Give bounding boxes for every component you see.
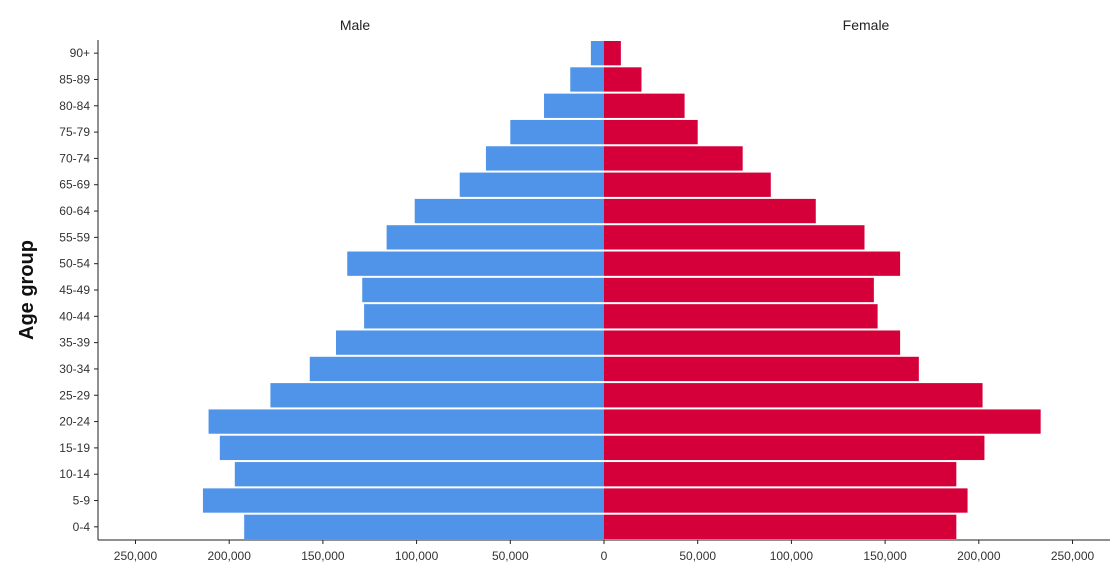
bar-female-50-54: [604, 251, 901, 276]
bar-male-35-39: [336, 330, 604, 355]
y-tick-label: 20-24: [59, 415, 90, 429]
bar-male-0-4: [244, 514, 604, 539]
bar-female-5-9: [604, 488, 968, 513]
y-tick-label: 65-69: [59, 178, 90, 192]
x-tick-label: 50,000: [679, 549, 716, 563]
x-tick-label: 150,000: [863, 549, 907, 563]
y-tick-label: 5-9: [73, 494, 91, 508]
y-tick-label: 15-19: [59, 441, 90, 455]
bar-female-85-89: [604, 67, 642, 92]
y-tick-label: 30-34: [59, 362, 90, 376]
x-tick-label: 150,000: [301, 549, 345, 563]
bar-female-90+: [604, 41, 621, 66]
x-tick-label: 100,000: [395, 549, 439, 563]
bar-male-70-74: [485, 146, 604, 171]
bar-male-25-29: [270, 383, 604, 408]
y-tick-label: 85-89: [59, 72, 90, 86]
bar-male-30-34: [309, 356, 604, 382]
y-tick-label: 75-79: [59, 125, 90, 139]
plot-area: 0-4 5-9 10-14 15-19 20-24 25-29 30-34 35-39 40-4…: [59, 40, 1110, 563]
bar-female-60-64: [604, 198, 816, 224]
bar-male-60-64: [414, 198, 604, 224]
bar-female-30-34: [604, 356, 919, 382]
y-tick-label: 45-49: [59, 283, 90, 297]
bar-male-75-79: [510, 119, 604, 145]
bar-male-85-89: [570, 67, 604, 92]
y-tick-label: 90+: [70, 46, 90, 60]
y-tick-label: 25-29: [59, 388, 90, 402]
bar-male-80-84: [544, 93, 604, 118]
x-tick-label: 0: [601, 549, 608, 563]
x-tick-label: 250,000: [1051, 549, 1095, 563]
bar-male-50-54: [347, 251, 604, 276]
bar-female-55-59: [604, 225, 865, 250]
bar-female-80-84: [604, 93, 685, 118]
bar-female-15-19: [604, 435, 985, 461]
bar-female-45-49: [604, 277, 874, 303]
y-tick-label: 10-14: [59, 467, 90, 481]
bar-female-20-24: [604, 409, 1041, 434]
bar-male-40-44: [364, 304, 604, 329]
y-tick-label: 40-44: [59, 309, 90, 323]
x-tick-label: 100,000: [770, 549, 814, 563]
y-tick-label: 60-64: [59, 204, 90, 218]
bar-female-65-69: [604, 172, 771, 197]
bar-female-0-4: [604, 514, 957, 539]
bar-female-75-79: [604, 119, 698, 145]
y-tick-label: 0-4: [73, 520, 91, 534]
bar-female-40-44: [604, 304, 878, 329]
y-tick-label: 70-74: [59, 151, 90, 165]
bar-male-90+: [590, 41, 604, 66]
bar-male-5-9: [202, 488, 604, 513]
y-tick-label: 80-84: [59, 99, 90, 113]
bar-male-55-59: [386, 225, 604, 250]
bar-male-65-69: [459, 172, 604, 197]
x-tick-label: 50,000: [492, 549, 529, 563]
y-tick-label: 35-39: [59, 336, 90, 350]
x-tick-label: 250,000: [114, 549, 158, 563]
panel-title-female: Female: [843, 17, 890, 33]
bar-male-45-49: [362, 277, 604, 303]
bar-female-70-74: [604, 146, 743, 171]
bar-female-25-29: [604, 383, 983, 408]
bar-female-35-39: [604, 330, 901, 355]
bar-male-20-24: [208, 409, 604, 434]
bar-male-10-14: [234, 462, 604, 487]
panel-title-male: Male: [340, 17, 371, 33]
y-tick-label: 55-59: [59, 230, 90, 244]
bar-male-15-19: [219, 435, 604, 461]
y-axis-label: Age group: [16, 240, 38, 340]
x-tick-label: 200,000: [957, 549, 1001, 563]
y-tick-label: 50-54: [59, 257, 90, 271]
bar-female-10-14: [604, 462, 957, 487]
x-tick-label: 200,000: [207, 549, 251, 563]
